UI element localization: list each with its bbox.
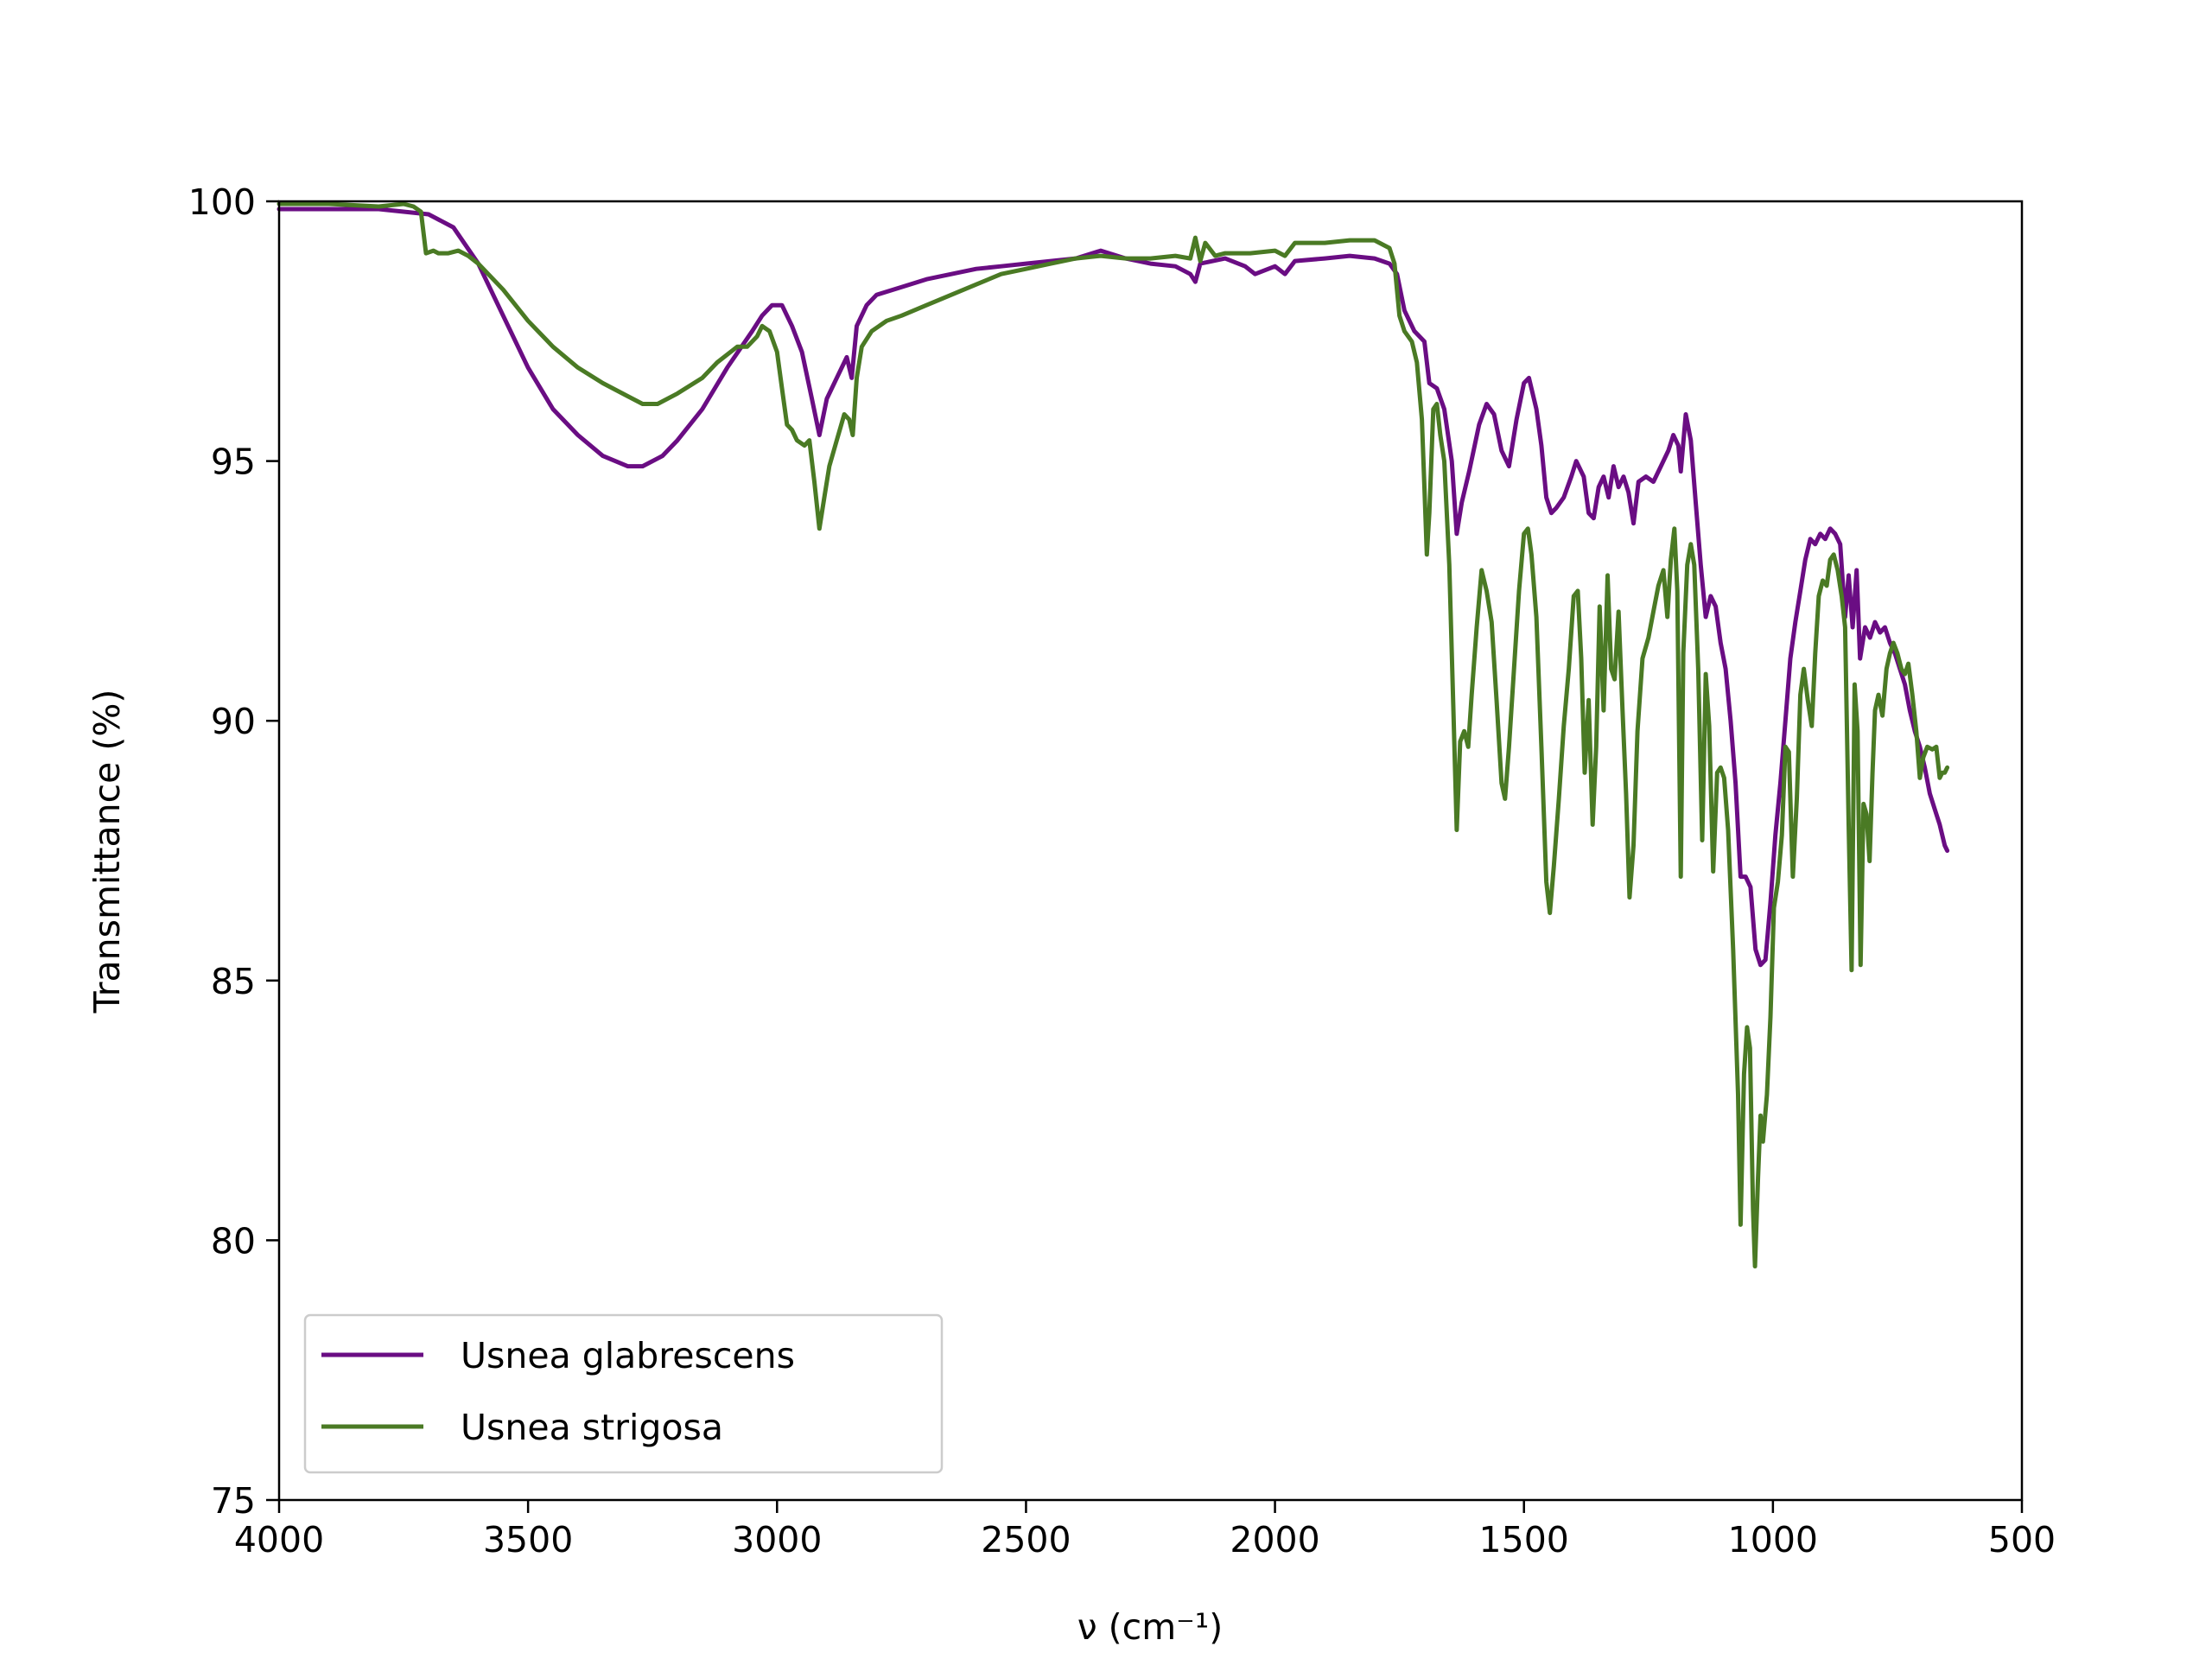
x-tick-label: 2000	[1230, 1519, 1319, 1560]
x-tick-label: 4000	[234, 1519, 324, 1560]
x-tick-label: 1000	[1728, 1519, 1818, 1560]
x-axis-label: ν (cm⁻¹)	[1077, 1606, 1223, 1648]
plot-frame	[277, 200, 2024, 1502]
y-tick-label: 100	[188, 181, 256, 223]
y-tick-label: 90	[211, 701, 256, 742]
legend-box	[303, 1313, 944, 1474]
y-tick-label: 85	[211, 961, 256, 1002]
x-tick-label: 500	[1988, 1519, 2056, 1560]
legend-label-usnea-glabrescens: Usnea glabrescens	[461, 1335, 795, 1376]
legend: Usnea glabrescens Usnea strigosa	[303, 1313, 944, 1474]
legend-label-usnea-strigosa: Usnea strigosa	[461, 1407, 723, 1448]
y-axis-label: Transmittance (%)	[86, 690, 128, 1014]
x-tick-label: 1500	[1479, 1519, 1569, 1560]
x-tick-label: 2500	[981, 1519, 1071, 1560]
x-tick-label: 3500	[483, 1519, 573, 1560]
y-tick-label: 75	[211, 1480, 256, 1522]
y-tick-label: 80	[211, 1220, 256, 1262]
series-line-usnea-strigosa	[276, 201, 1950, 1268]
plot-lines	[276, 201, 1950, 1268]
y-axis-ticks: 75 80 85 90 95 100	[188, 181, 279, 1522]
y-tick-label: 95	[211, 442, 256, 483]
series-line-usnea-glabrescens	[276, 207, 1950, 968]
x-axis-ticks: 4000 3500 3000 2500 2000 1500 1000 500	[234, 1500, 2056, 1560]
x-tick-label: 3000	[732, 1519, 822, 1560]
